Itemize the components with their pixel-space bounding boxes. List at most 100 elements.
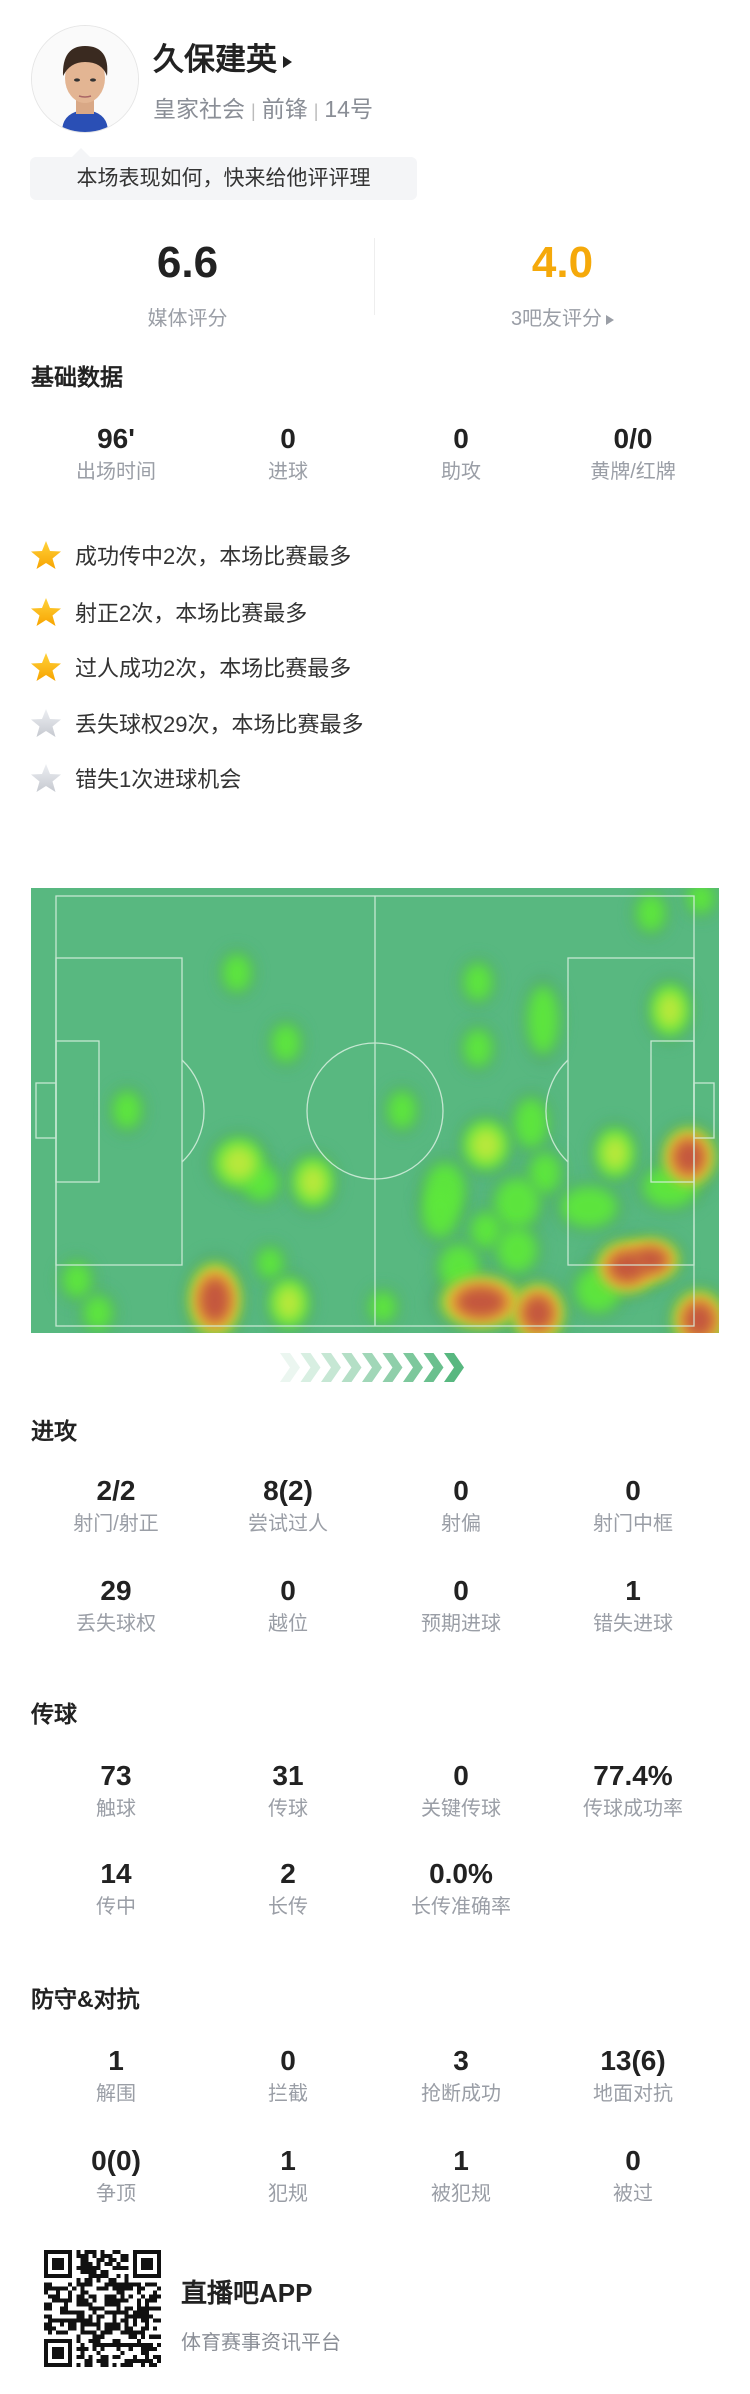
stat-item: 31 传球: [202, 1760, 374, 1821]
chevron-right-icon: [300, 1353, 321, 1382]
stat-value: 8(2): [263, 1475, 313, 1506]
section-title-attack: 进攻: [31, 1418, 77, 1444]
pitch-lines: [35, 895, 715, 1327]
section-title-defense: 防守&对抗: [31, 1986, 140, 2012]
stat-label: 射偏: [441, 1513, 481, 1535]
player-photo-icon: [32, 26, 138, 132]
heat-blob: [421, 1187, 459, 1239]
stat-value: 14: [100, 1858, 132, 1889]
stat-value: 0: [453, 1760, 469, 1791]
fan-rating-label-text: 3吧友评分: [510, 308, 603, 330]
highlight-text: 射正2次，本场比赛最多: [75, 601, 308, 626]
section-title-passing: 传球: [31, 1701, 77, 1727]
stat-label: 丢失球权: [76, 1613, 156, 1635]
stat-label: 进球: [268, 461, 308, 483]
stat-label: 预期进球: [421, 1613, 501, 1635]
media-rating-label: 媒体评分: [147, 308, 228, 330]
stat-value: 1: [453, 2145, 469, 2176]
position: 前锋: [261, 96, 308, 122]
stat-label: 长传准确率: [411, 1896, 511, 1918]
stat-label: 关键传球: [421, 1798, 501, 1820]
stat-label: 地面对抗: [593, 2083, 673, 2105]
heat-blob: [469, 1211, 503, 1249]
heat-blob: [369, 1290, 397, 1324]
stat-item: 2/2 射门/射正: [30, 1476, 202, 1536]
stat-value: 0: [280, 2045, 296, 2076]
app-name: 直播吧APP: [181, 2278, 313, 2308]
stat-item: 0.0% 长传准确率: [375, 1858, 547, 1919]
chevron-right-icon: [423, 1353, 444, 1382]
stat-value: 29: [100, 1575, 132, 1606]
heatmap-pitch: [31, 888, 719, 1333]
player-avatar[interactable]: [31, 25, 139, 133]
highlight-item: 错失1次进球机会: [30, 761, 241, 795]
stat-value: 0: [453, 1475, 469, 1506]
shirt-number: 14号: [324, 96, 373, 122]
player-name[interactable]: 久保建英: [153, 34, 292, 79]
heat-blob: [222, 953, 252, 993]
grey-star-icon: [31, 764, 61, 792]
chevron-right-icon: [403, 1353, 423, 1382]
chevron-right-icon: [382, 1353, 403, 1382]
stat-label: 助攻: [441, 461, 481, 483]
stat-value: 31: [272, 1760, 304, 1791]
divider: [374, 238, 375, 315]
highlight-item: 过人成功2次，本场比赛最多: [30, 650, 351, 684]
stat-label: 被过: [613, 2183, 653, 2205]
stat-value: 13(6): [600, 2045, 666, 2076]
app-tagline: 体育赛事资讯平台: [181, 2332, 341, 2354]
stat-item: 3 抢断成功: [375, 2046, 547, 2106]
stat-label: 越位: [268, 1613, 308, 1635]
media-rating-value: 6.6: [156, 238, 219, 287]
stat-label: 解围: [96, 2083, 136, 2105]
qr-code-icon[interactable]: [44, 2250, 161, 2367]
stat-item: 29 丢失球权: [30, 1575, 202, 1636]
stat-value: 0: [625, 2145, 641, 2176]
stat-label: 射门/射正: [73, 1513, 159, 1535]
stat-value: 0/0: [613, 423, 653, 454]
separator: |: [251, 101, 256, 121]
stat-item: 77.4% 传球成功率: [547, 1760, 719, 1821]
stat-label: 争顶: [96, 2183, 136, 2205]
stat-value: 0.0%: [429, 1858, 493, 1889]
stat-label: 黄牌/红牌: [590, 461, 676, 483]
attack-direction-arrows-icon: [280, 1353, 464, 1382]
stat-value: 73: [100, 1760, 132, 1791]
stat-item: 14 传中: [30, 1858, 202, 1919]
stat-label: 传球成功率: [583, 1798, 683, 1820]
chevron-right-icon: [341, 1353, 362, 1382]
stat-item: 96' 出场时间: [30, 424, 202, 484]
highlight-item: 射正2次，本场比赛最多: [30, 595, 307, 629]
stat-item: 0 射偏: [375, 1475, 547, 1536]
heat-blob: [387, 1090, 417, 1130]
stat-item: 0 射门中框: [547, 1475, 719, 1536]
gold-star-icon: [31, 541, 61, 569]
stat-value: 0: [453, 1575, 469, 1606]
stat-label: 出场时间: [76, 461, 156, 483]
heat-blob: [463, 1028, 493, 1068]
stat-value: 0: [625, 1475, 641, 1506]
stat-value: 77.4%: [593, 1760, 673, 1791]
rate-prompt-bubble[interactable]: 本场表现如何，快来给他评评理: [30, 148, 417, 200]
heat-blob: [256, 1246, 284, 1280]
stat-label: 错失进球: [593, 1613, 673, 1635]
stat-value: 0(0): [91, 2145, 141, 2176]
stat-item: 0 进球: [202, 424, 374, 484]
heat-blob: [221, 1145, 257, 1181]
stat-label: 犯规: [268, 2183, 308, 2205]
heat-blob: [656, 991, 684, 1029]
fan-rating[interactable]: 4.0 3吧友评分: [375, 240, 750, 331]
separator: |: [313, 101, 319, 121]
stat-label: 被犯规: [431, 2183, 491, 2205]
team-name: 皇家社会: [153, 96, 245, 122]
stat-label: 射门中框: [593, 1513, 673, 1535]
heat-blob: [454, 1285, 508, 1319]
highlight-text: 丢失球权29次，本场比赛最多: [75, 712, 364, 737]
stat-item: 13(6) 地面对抗: [547, 2045, 719, 2106]
heat-blob: [463, 962, 493, 1002]
stat-value: 1: [108, 2045, 124, 2076]
heat-layer: [57, 888, 719, 1333]
caret-right-icon: [606, 314, 615, 325]
heat-blob: [494, 1177, 540, 1229]
stat-value: 1: [280, 2145, 296, 2176]
